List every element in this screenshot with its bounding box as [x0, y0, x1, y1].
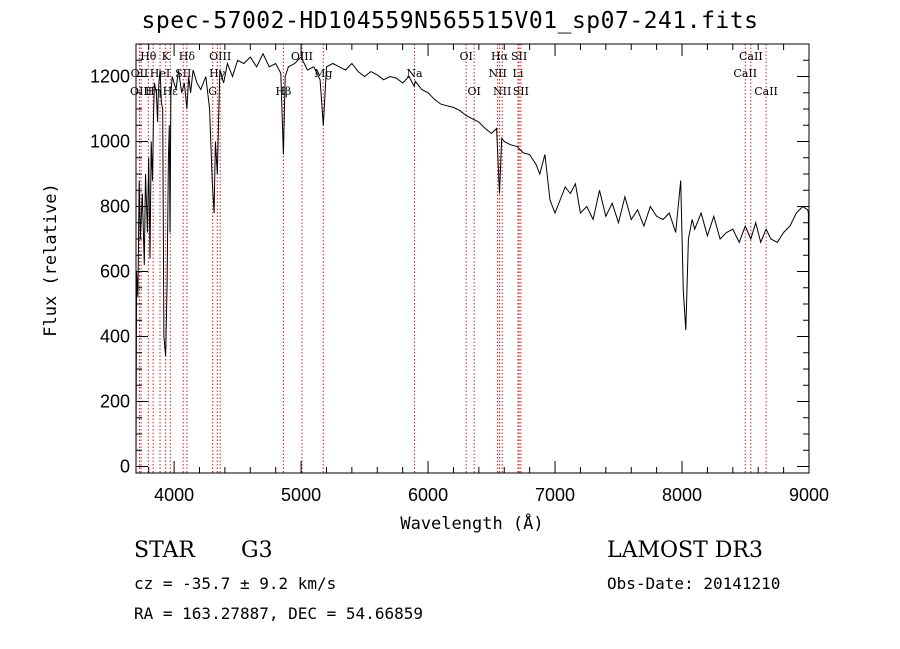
line-marker-label-1: OII [131, 67, 149, 80]
line-marker-label-10: Hγ [209, 67, 226, 80]
line-marker-label-19: SII [511, 50, 527, 63]
chart-title: spec-57002-HD104559N565515V01_sp07-241.f… [141, 8, 759, 34]
line-marker-label-16: OI [459, 50, 472, 63]
y-tick-label-5: 1000 [90, 132, 130, 152]
line-marker-label-14: Hβ [275, 85, 291, 98]
y-tick-label-2: 400 [100, 327, 130, 347]
x-axis: 4000 5000 6000 7000 8000 9000 [148, 44, 829, 505]
y-tick-label-4: 800 [100, 197, 130, 217]
y-axis: 0 200 400 600 800 1000 1200 [90, 59, 809, 477]
x-tick-label-0: 4000 [154, 485, 194, 505]
line-marker-label-26: CaII [754, 85, 778, 98]
line-marker-label-24: CaII [739, 50, 763, 63]
x-tick-label-2: 6000 [408, 485, 448, 505]
y-tick-label-6: 1200 [90, 67, 130, 87]
line-marker-label-20: NII [488, 67, 506, 80]
x-tick-label-4: 8000 [662, 485, 702, 505]
object-type: STAR [134, 538, 195, 563]
line-marker-label-0: Hθ [140, 50, 157, 63]
redshift-readout: cz = -35.7 ± 9.2 km/s [134, 574, 337, 593]
survey-name: LAMOST DR3 [607, 538, 763, 563]
line-marker-label-15: Na [406, 67, 423, 80]
line-marker-label-12: OIII [291, 50, 313, 63]
line-marker-label-17: OI [467, 85, 480, 98]
coordinates-readout: RA = 163.27887, DEC = 54.66859 [134, 604, 423, 623]
spectrum-line [135, 52, 810, 467]
spectral-subclass: G3 [241, 538, 273, 563]
line-marker-label-7: Hδ [179, 50, 196, 63]
plot-frame [135, 43, 810, 474]
y-tick-label-0: 0 [120, 457, 130, 477]
x-tick-label-3: 7000 [535, 485, 575, 505]
x-axis-label: Wavelength (Å) [400, 512, 543, 534]
line-marker-label-21: Li [513, 67, 524, 80]
line-marker-label-11: G [208, 85, 217, 98]
y-tick-label-1: 200 [100, 392, 130, 412]
line-markers [138, 44, 767, 473]
y-axis-label: Flux (relative) [41, 183, 61, 337]
line-marker-label-22: NII [493, 85, 511, 98]
line-marker-label-9: OIII [209, 50, 231, 63]
line-marker-label-23: SII [513, 85, 529, 98]
line-marker-label-3: Hη [145, 85, 161, 98]
line-marker-label-25: CaII [733, 67, 757, 80]
line-marker-label-4: K [162, 50, 171, 63]
line-marker-label-8: Hε [163, 85, 179, 98]
obs-date: Obs-Date: 20141210 [607, 574, 781, 593]
line-marker-label-18: Hα [491, 50, 509, 63]
x-tick-label-5: 9000 [789, 485, 829, 505]
x-tick-label-1: 5000 [281, 485, 321, 505]
y-tick-label-3: 600 [100, 262, 130, 282]
